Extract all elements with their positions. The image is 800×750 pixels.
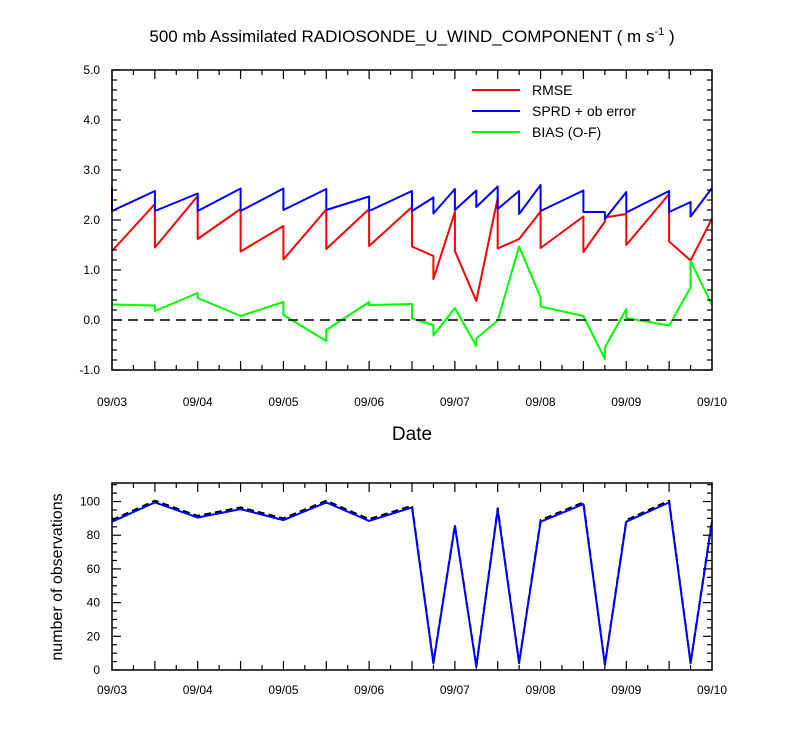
- bottom-series-group: [112, 501, 712, 667]
- x-tick-label: 09/06: [354, 683, 384, 697]
- x-tick-label: 09/09: [611, 683, 641, 697]
- y-tick-label: 0: [93, 663, 100, 677]
- y-tick-label: 5.0: [83, 63, 100, 77]
- x-tick-label: 09/05: [268, 683, 298, 697]
- legend-label-sprd-ob-error: SPRD + ob error: [532, 103, 636, 119]
- x-tick-label: 09/08: [526, 395, 556, 409]
- y-axis-label: number of observations: [49, 493, 66, 660]
- bottom-panel: 09/03 09/04 09/05 09/06 09/07 09/08 09/09 09/10…: [49, 483, 727, 697]
- y-tick-label: 40: [87, 596, 101, 610]
- top-panel: 09/03 09/04 09/05 09/06 09/07 09/08 09/09 09/10…: [79, 63, 727, 445]
- y-tick-label: 3.0: [83, 163, 100, 177]
- x-tick-label: 09/10: [697, 395, 727, 409]
- x-tick-label: 09/06: [354, 395, 384, 409]
- y-tick-label: 1.0: [83, 263, 100, 277]
- x-tick-label: 09/07: [440, 395, 470, 409]
- chart-title: 500 mb Assimilated RADIOSONDE_U_WIND_COM…: [149, 26, 674, 46]
- x-tick-label: 09/09: [611, 395, 641, 409]
- top-series-group: [112, 185, 712, 359]
- y-tick-label: 0.0: [83, 313, 100, 327]
- x-tick-label: 09/04: [183, 395, 213, 409]
- x-tick-label: 09/03: [97, 683, 127, 697]
- legend: RMSE SPRD + ob error BIAS (O-F): [472, 82, 636, 140]
- y-tick-label: 4.0: [83, 113, 100, 127]
- x-tick-label: 09/10: [697, 683, 727, 697]
- x-tick-label: 09/07: [440, 683, 470, 697]
- y-tick-label: 60: [87, 562, 101, 576]
- x-tick-label: 09/04: [183, 683, 213, 697]
- legend-label-bias-o-f: BIAS (O-F): [532, 124, 601, 140]
- x-tick-label: 09/05: [268, 395, 298, 409]
- series-line-observations-used: [112, 502, 712, 666]
- y-tick-label: 100: [80, 495, 100, 509]
- y-tick-label: -1.0: [79, 363, 100, 377]
- x-axis-label: Date: [392, 424, 432, 445]
- chart-figure: 500 mb Assimilated RADIOSONDE_U_WIND_COM…: [0, 0, 800, 750]
- y-tick-label: 2.0: [83, 213, 100, 227]
- y-tick-label: 80: [87, 528, 101, 542]
- series-line-observations-possible: [112, 501, 712, 666]
- bottom-axis-ticks: 09/03 09/04 09/05 09/06 09/07 09/08 09/09 09/10…: [80, 483, 727, 697]
- legend-label-rmse: RMSE: [532, 82, 572, 98]
- y-tick-label: 20: [87, 629, 101, 643]
- x-tick-label: 09/08: [526, 683, 556, 697]
- series-line-bias-o-f: [112, 247, 712, 360]
- x-tick-label: 09/03: [97, 395, 127, 409]
